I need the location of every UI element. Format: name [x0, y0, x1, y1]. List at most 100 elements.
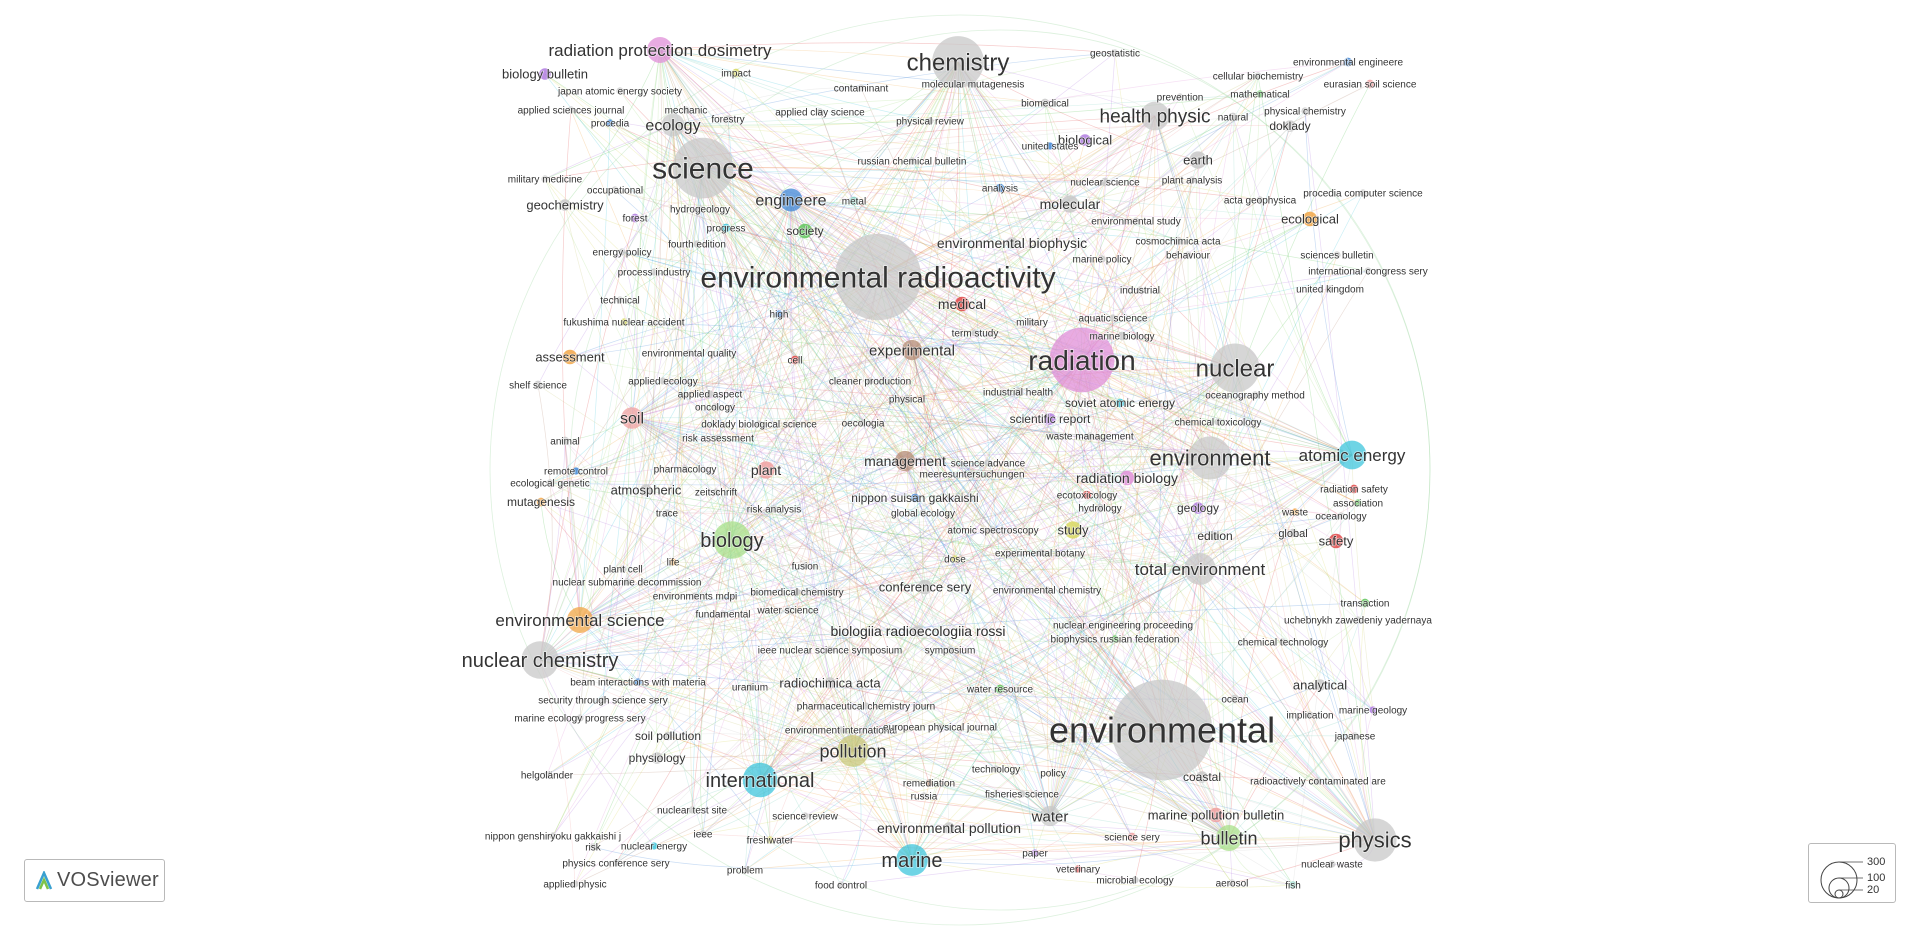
- network-node[interactable]: [989, 526, 997, 534]
- node-label[interactable]: cosmochimica acta: [1135, 236, 1222, 249]
- node-label[interactable]: edition: [1197, 528, 1234, 544]
- network-node[interactable]: [1214, 418, 1222, 426]
- node-label[interactable]: water: [1030, 808, 1069, 827]
- network-node[interactable]: [1111, 679, 1213, 781]
- node-label[interactable]: food control: [814, 880, 868, 893]
- node-label[interactable]: atomic spectroscopy: [947, 525, 1040, 538]
- network-node[interactable]: [954, 296, 970, 312]
- node-label[interactable]: scientific report: [1009, 411, 1092, 427]
- node-label[interactable]: global ecology: [890, 508, 955, 521]
- network-node[interactable]: [1189, 151, 1207, 169]
- node-label[interactable]: natural: [1217, 112, 1249, 125]
- network-node[interactable]: [618, 248, 626, 256]
- node-label[interactable]: analytical: [1292, 677, 1348, 694]
- network-node[interactable]: [1254, 72, 1262, 80]
- network-node[interactable]: [620, 318, 628, 326]
- network-node[interactable]: [1228, 879, 1236, 887]
- node-label[interactable]: paper: [1021, 848, 1049, 861]
- network-node[interactable]: [992, 765, 1000, 773]
- node-label[interactable]: physics conference sery: [562, 858, 671, 871]
- node-label[interactable]: mathematical: [1230, 89, 1291, 102]
- network-node[interactable]: [971, 329, 979, 337]
- network-node[interactable]: [559, 199, 571, 211]
- network-node[interactable]: [914, 627, 922, 635]
- network-node[interactable]: [616, 296, 624, 304]
- network-node[interactable]: [1364, 267, 1372, 275]
- node-label[interactable]: international: [705, 769, 815, 793]
- node-label[interactable]: mutagenesis: [506, 494, 576, 510]
- node-label[interactable]: association: [1332, 498, 1384, 511]
- node-label[interactable]: environmental pollution: [876, 819, 1021, 837]
- node-label[interactable]: waste: [1280, 507, 1309, 520]
- node-label[interactable]: shelf science: [508, 380, 568, 393]
- network-node[interactable]: [685, 349, 693, 357]
- network-node[interactable]: [663, 731, 673, 741]
- network-node[interactable]: [1326, 285, 1334, 293]
- network-node[interactable]: [919, 509, 927, 517]
- node-label[interactable]: term study: [951, 328, 999, 341]
- network-node[interactable]: [589, 843, 597, 851]
- network-node[interactable]: [696, 205, 704, 213]
- node-label[interactable]: science: [651, 152, 754, 187]
- node-label[interactable]: study: [1057, 522, 1090, 539]
- network-node[interactable]: [669, 558, 677, 566]
- network-node[interactable]: [920, 792, 928, 800]
- node-label[interactable]: water science: [756, 605, 820, 618]
- network-node[interactable]: [731, 68, 741, 78]
- node-label[interactable]: society: [786, 223, 825, 239]
- network-node[interactable]: [1306, 711, 1314, 719]
- node-label[interactable]: ieee: [693, 829, 714, 842]
- network-node[interactable]: [688, 806, 696, 814]
- node-label[interactable]: radiation: [1028, 344, 1137, 377]
- network-node[interactable]: [634, 678, 642, 686]
- network-node[interactable]: [908, 157, 916, 165]
- network-node[interactable]: [801, 562, 809, 570]
- network-node[interactable]: [672, 137, 734, 199]
- node-label[interactable]: fukushima nuclear accident: [563, 317, 686, 330]
- network-node[interactable]: [621, 407, 643, 429]
- network-node[interactable]: [917, 579, 933, 595]
- node-label[interactable]: hydrogeology: [669, 204, 731, 217]
- node-label[interactable]: biomedical chemistry: [750, 587, 845, 600]
- network-node[interactable]: [797, 223, 813, 239]
- node-label[interactable]: problem: [726, 865, 764, 878]
- node-label[interactable]: management: [863, 452, 946, 470]
- network-node[interactable]: [567, 106, 575, 114]
- network-node[interactable]: [1119, 470, 1135, 486]
- network-node[interactable]: [1111, 635, 1119, 643]
- vosviewer-logo[interactable]: VOSviewer: [24, 859, 165, 902]
- node-label[interactable]: occupational: [586, 185, 644, 198]
- node-label[interactable]: russia: [910, 791, 939, 804]
- node-label[interactable]: environmental biophysic: [936, 234, 1088, 252]
- network-node[interactable]: [824, 677, 836, 689]
- node-label[interactable]: global: [1278, 527, 1309, 541]
- node-label[interactable]: conference sery: [878, 579, 972, 596]
- network-node[interactable]: [1256, 90, 1264, 98]
- node-label[interactable]: oncology: [694, 402, 736, 415]
- node-label[interactable]: physiology: [628, 750, 686, 766]
- node-label[interactable]: beam interactions with materia: [569, 677, 707, 690]
- node-label[interactable]: molecular: [1039, 195, 1102, 213]
- node-label[interactable]: nuclear waste: [1300, 859, 1364, 872]
- node-label[interactable]: military medicine: [507, 174, 583, 187]
- network-node[interactable]: [1354, 499, 1362, 507]
- network-node[interactable]: [1337, 512, 1345, 520]
- network-node[interactable]: [932, 36, 984, 88]
- network-node[interactable]: [1061, 195, 1079, 213]
- node-label[interactable]: policy: [1039, 768, 1066, 781]
- network-node[interactable]: [902, 394, 912, 404]
- network-node[interactable]: [560, 436, 570, 446]
- node-label[interactable]: military: [1015, 317, 1048, 330]
- node-label[interactable]: environmental radioactivity: [700, 261, 1057, 296]
- network-node[interactable]: [1353, 818, 1397, 862]
- node-label[interactable]: geostatistic: [1089, 48, 1141, 61]
- network-node[interactable]: [793, 588, 801, 596]
- node-label[interactable]: atomic energy: [1298, 445, 1407, 466]
- network-node[interactable]: [549, 832, 557, 840]
- network-node[interactable]: [1006, 237, 1018, 249]
- node-label[interactable]: biophysics russian federation: [1050, 634, 1180, 647]
- node-label[interactable]: veterinary: [1055, 864, 1100, 877]
- network-node[interactable]: [1256, 196, 1264, 204]
- node-label[interactable]: transaction: [1340, 598, 1390, 611]
- network-node[interactable]: [1333, 251, 1341, 259]
